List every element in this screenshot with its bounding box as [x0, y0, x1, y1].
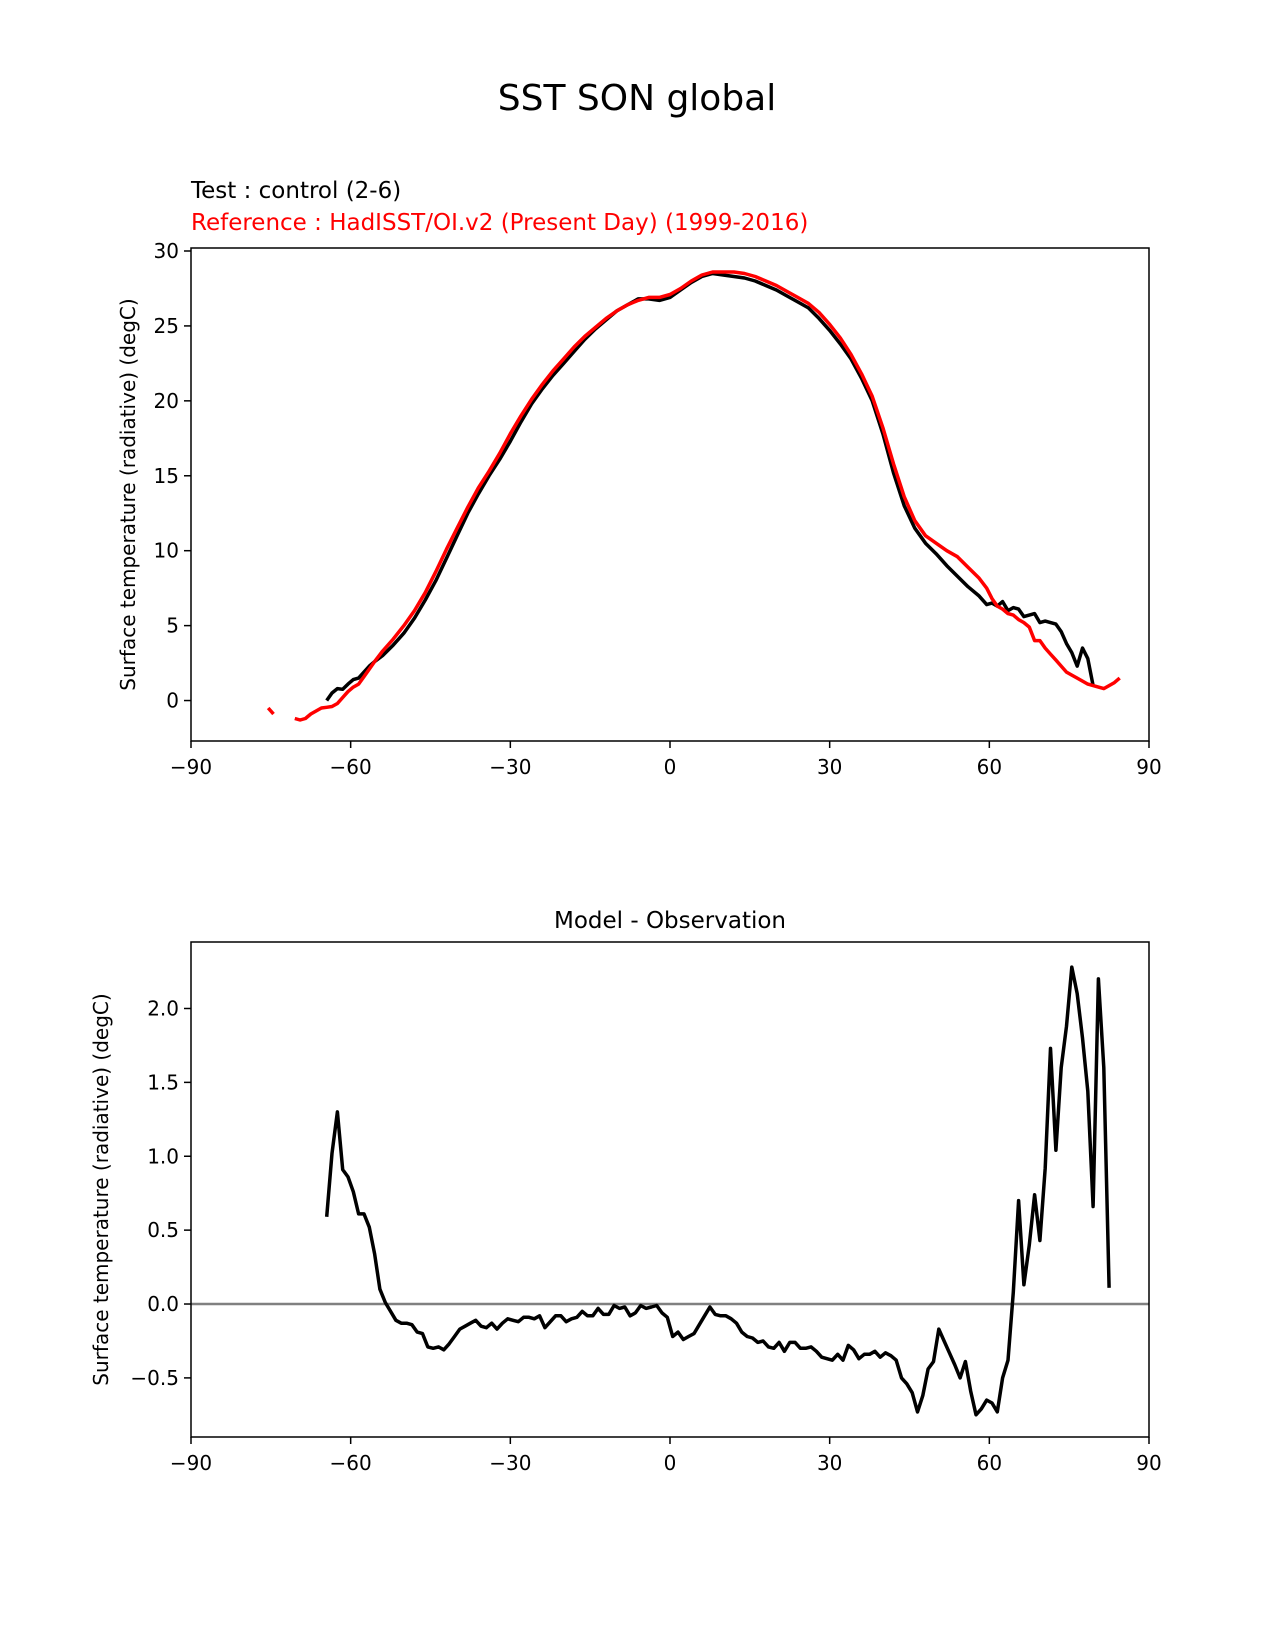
top-chart-xtick-label: 90: [1136, 755, 1161, 779]
bottom-chart-ytick-label: 0.5: [147, 1218, 179, 1242]
bottom-chart-title: Model - Observation: [554, 908, 786, 934]
top-chart-xtick-label: −90: [170, 755, 212, 779]
top-chart-xtick-label: −60: [330, 755, 372, 779]
bottom-chart-ylabel: Surface temperature (radiative) (degC): [89, 993, 113, 1385]
top-chart-ytick-label: 0: [166, 689, 179, 713]
top-chart-ytick-label: 15: [154, 464, 179, 488]
top-chart-ylabel: Surface temperature (radiative) (degC): [116, 298, 140, 690]
bottom-chart-ytick-label: 1.0: [147, 1144, 179, 1168]
bottom-chart-xtick-label: −60: [330, 1451, 372, 1475]
top-chart-series-0-line-0: [325, 271, 1095, 702]
top-chart-y-ticks: 0 5 10 15 20 25 30: [154, 239, 191, 713]
bottom-chart-xtick-label: −30: [489, 1451, 531, 1475]
bottom-chart-ytick-label: −0.5: [130, 1366, 179, 1390]
top-chart-xtick-label: 30: [817, 755, 842, 779]
top-chart-ytick-label: 30: [154, 239, 179, 263]
top-chart: Test : control (2-6) Reference : HadISST…: [116, 178, 1162, 779]
figure-suptitle: SST SON global: [498, 78, 777, 119]
bottom-chart-series-0-line-0: [324, 965, 1111, 1417]
bottom-chart-y-ticks: −0.5 0.0 0.5 1.0 1.5 2.0: [130, 996, 191, 1390]
bottom-chart-plot: [191, 965, 1149, 1417]
top-chart-reference-title: Reference : HadISST/OI.v2 (Present Day) …: [191, 210, 808, 236]
top-chart-ytick-label: 25: [154, 314, 179, 338]
top-chart-series-1-line-0: [266, 706, 275, 716]
top-chart-ytick-label: 5: [166, 614, 179, 638]
bottom-chart-ytick-label: 1.5: [147, 1070, 179, 1094]
bottom-chart-x-ticks: −90 −60 −30 0 30 60 90: [170, 1437, 1162, 1475]
bottom-chart-frame: [190, 941, 1150, 1438]
top-chart-x-ticks: −90 −60 −30 0 30 60 90: [170, 741, 1162, 779]
bottom-chart-xtick-label: 90: [1136, 1451, 1161, 1475]
bottom-chart-xtick-label: 0: [664, 1451, 677, 1475]
bottom-chart-xtick-label: 30: [817, 1451, 842, 1475]
top-chart-xtick-label: −30: [489, 755, 531, 779]
top-chart-plot: [266, 270, 1121, 722]
top-chart-ytick-label: 20: [154, 389, 179, 413]
bottom-chart-xtick-label: −90: [170, 1451, 212, 1475]
top-chart-frame: [190, 247, 1150, 742]
top-chart-ytick-label: 10: [154, 539, 179, 563]
bottom-chart-xtick-label: 60: [977, 1451, 1002, 1475]
top-chart-test-title: Test : control (2-6): [190, 178, 401, 204]
bottom-chart-ytick-label: 2.0: [147, 996, 179, 1020]
top-chart-xtick-label: 0: [664, 755, 677, 779]
bottom-chart-ytick-label: 0.0: [147, 1292, 179, 1316]
top-chart-series-1-line-1: [294, 270, 1121, 722]
bottom-chart: Model - Observation −90 −60 −30 0 30 60 90 −0.…: [89, 908, 1162, 1475]
top-chart-xtick-label: 60: [977, 755, 1002, 779]
